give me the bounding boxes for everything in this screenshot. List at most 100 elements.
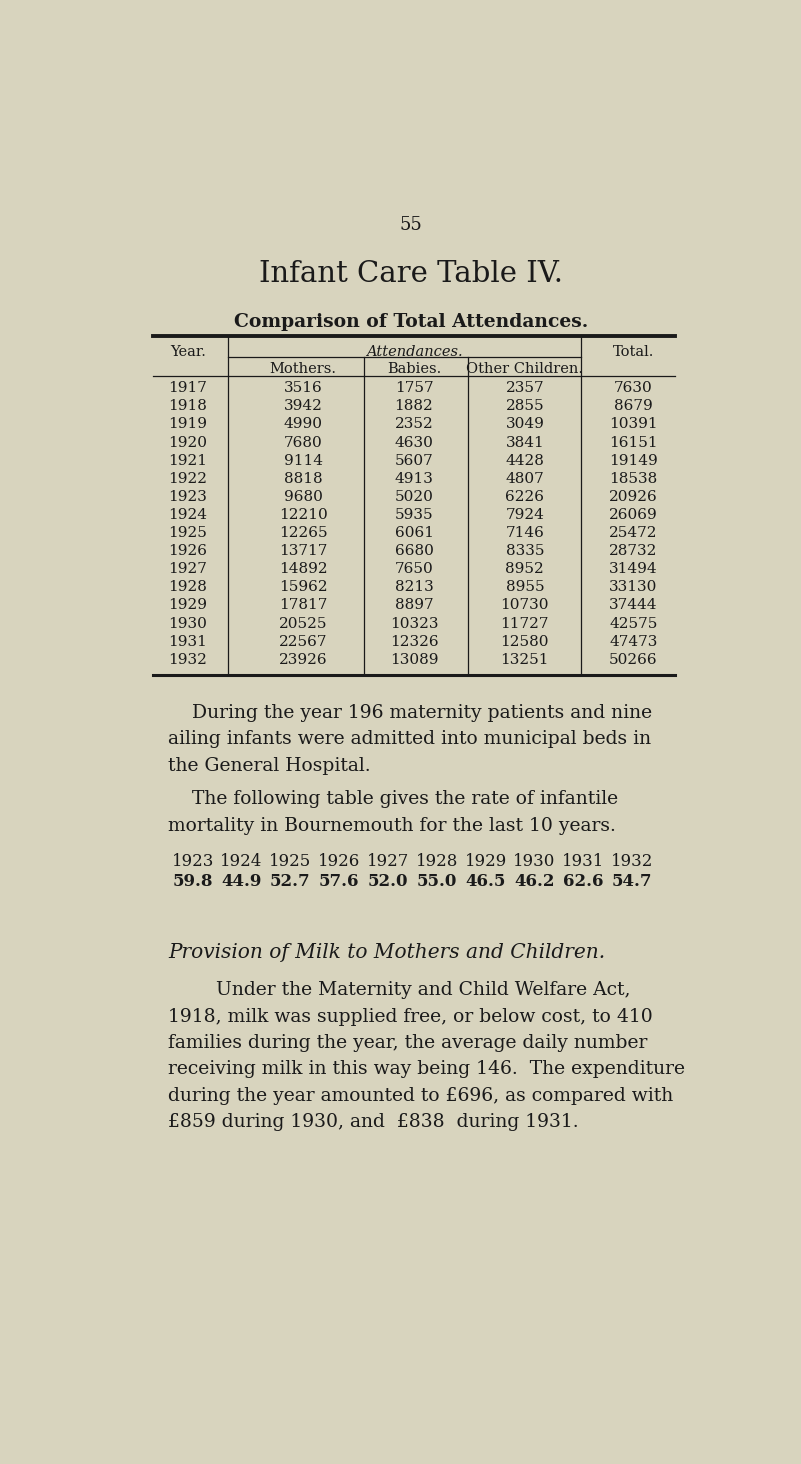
- Text: 17817: 17817: [279, 599, 328, 612]
- Text: 1923: 1923: [168, 490, 207, 504]
- Text: 1928: 1928: [416, 854, 458, 870]
- Text: 55: 55: [400, 215, 422, 234]
- Text: 13717: 13717: [279, 545, 328, 558]
- Text: 8952: 8952: [505, 562, 544, 577]
- Text: The following table gives the rate of infantile
mortality in Bournemouth for the: The following table gives the rate of in…: [168, 791, 618, 834]
- Text: 1757: 1757: [395, 381, 433, 395]
- Text: 6061: 6061: [395, 526, 433, 540]
- Text: 26069: 26069: [609, 508, 658, 523]
- Text: 52.7: 52.7: [270, 874, 311, 890]
- Text: 33130: 33130: [609, 580, 658, 594]
- Text: 1930: 1930: [168, 616, 207, 631]
- Text: 7630: 7630: [614, 381, 653, 395]
- Text: Attendances.: Attendances.: [366, 346, 462, 359]
- Text: 8818: 8818: [284, 471, 323, 486]
- Text: 4428: 4428: [505, 454, 544, 467]
- Text: 1927: 1927: [168, 562, 207, 577]
- Text: 12265: 12265: [279, 526, 328, 540]
- Text: 9114: 9114: [284, 454, 323, 467]
- Text: Babies.: Babies.: [387, 362, 441, 376]
- Text: 54.7: 54.7: [612, 874, 652, 890]
- Text: 20525: 20525: [279, 616, 328, 631]
- Text: 1918: 1918: [168, 400, 207, 413]
- Text: 18538: 18538: [610, 471, 658, 486]
- Text: 44.9: 44.9: [221, 874, 262, 890]
- Text: 4990: 4990: [284, 417, 323, 432]
- Text: 8213: 8213: [395, 580, 433, 594]
- Text: 10730: 10730: [501, 599, 549, 612]
- Text: 52.0: 52.0: [368, 874, 409, 890]
- Text: 13089: 13089: [390, 653, 438, 666]
- Text: 25472: 25472: [609, 526, 658, 540]
- Text: Provision of Milk to Mothers and Children.: Provision of Milk to Mothers and Childre…: [168, 943, 606, 962]
- Text: 1924: 1924: [220, 854, 263, 870]
- Text: 2855: 2855: [505, 400, 544, 413]
- Text: 62.6: 62.6: [563, 874, 604, 890]
- Text: 3516: 3516: [284, 381, 323, 395]
- Text: 1922: 1922: [168, 471, 207, 486]
- Text: 4913: 4913: [395, 471, 433, 486]
- Text: 23926: 23926: [279, 653, 328, 666]
- Text: 8897: 8897: [395, 599, 433, 612]
- Text: 1929: 1929: [168, 599, 207, 612]
- Text: 1917: 1917: [168, 381, 207, 395]
- Text: 1927: 1927: [367, 854, 409, 870]
- Text: 9680: 9680: [284, 490, 323, 504]
- Text: 55.0: 55.0: [417, 874, 457, 890]
- Text: Year.: Year.: [170, 346, 206, 359]
- Text: 2357: 2357: [505, 381, 544, 395]
- Text: 57.6: 57.6: [319, 874, 360, 890]
- Text: 37444: 37444: [609, 599, 658, 612]
- Text: Under the Maternity and Child Welfare Act,
1918, milk was supplied free, or belo: Under the Maternity and Child Welfare Ac…: [168, 981, 686, 1132]
- Text: 59.8: 59.8: [172, 874, 213, 890]
- Text: 10391: 10391: [609, 417, 658, 432]
- Text: 3841: 3841: [505, 436, 544, 449]
- Text: 12326: 12326: [390, 634, 438, 649]
- Text: 1923: 1923: [171, 854, 214, 870]
- Text: 46.5: 46.5: [465, 874, 506, 890]
- Text: 1931: 1931: [168, 634, 207, 649]
- Text: 5020: 5020: [395, 490, 433, 504]
- Text: 11727: 11727: [501, 616, 549, 631]
- Text: 1928: 1928: [168, 580, 207, 594]
- Text: 15962: 15962: [279, 580, 328, 594]
- Text: 1920: 1920: [168, 436, 207, 449]
- Text: 1924: 1924: [168, 508, 207, 523]
- Text: 22567: 22567: [279, 634, 328, 649]
- Text: 31494: 31494: [609, 562, 658, 577]
- Text: 1882: 1882: [395, 400, 433, 413]
- Text: 19149: 19149: [609, 454, 658, 467]
- Text: 42575: 42575: [609, 616, 658, 631]
- Text: 5935: 5935: [395, 508, 433, 523]
- Text: 16151: 16151: [609, 436, 658, 449]
- Text: 7650: 7650: [395, 562, 433, 577]
- Text: 1932: 1932: [168, 653, 207, 666]
- Text: 47473: 47473: [609, 634, 658, 649]
- Text: 28732: 28732: [609, 545, 658, 558]
- Text: 1932: 1932: [611, 854, 654, 870]
- Text: Total.: Total.: [613, 346, 654, 359]
- Text: 1929: 1929: [465, 854, 507, 870]
- Text: 8679: 8679: [614, 400, 653, 413]
- Text: 3049: 3049: [505, 417, 544, 432]
- Text: 7146: 7146: [505, 526, 544, 540]
- Text: 1919: 1919: [168, 417, 207, 432]
- Text: 4807: 4807: [505, 471, 544, 486]
- Text: 20926: 20926: [609, 490, 658, 504]
- Text: 13251: 13251: [501, 653, 549, 666]
- Text: 3942: 3942: [284, 400, 323, 413]
- Text: Mothers.: Mothers.: [270, 362, 336, 376]
- Text: Infant Care Table IV.: Infant Care Table IV.: [259, 261, 563, 288]
- Text: 50266: 50266: [609, 653, 658, 666]
- Text: 8335: 8335: [505, 545, 544, 558]
- Text: 46.2: 46.2: [514, 874, 555, 890]
- Text: 10323: 10323: [390, 616, 438, 631]
- Text: 7680: 7680: [284, 436, 323, 449]
- Text: 7924: 7924: [505, 508, 544, 523]
- Text: 1930: 1930: [513, 854, 556, 870]
- Text: 1931: 1931: [562, 854, 605, 870]
- Text: During the year 196 maternity patients and nine
ailing infants were admitted int: During the year 196 maternity patients a…: [168, 704, 653, 774]
- Text: 1926: 1926: [318, 854, 360, 870]
- Text: Comparison of Total Attendances.: Comparison of Total Attendances.: [234, 313, 588, 331]
- Text: 12580: 12580: [501, 634, 549, 649]
